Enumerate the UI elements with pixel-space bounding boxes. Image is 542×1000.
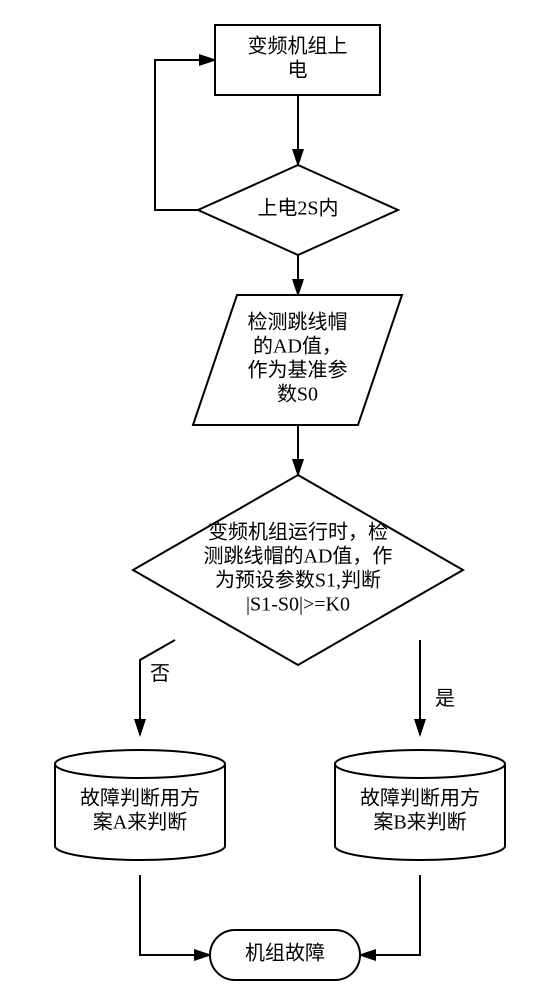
svg-text:案B来判断: 案B来判断	[373, 811, 466, 834]
svg-text:变频机组运行时，检: 变频机组运行时，检	[208, 521, 388, 544]
svg-text:故障判断用方: 故障判断用方	[360, 787, 480, 810]
node-cylA: 故障判断用方案A来判断	[55, 750, 225, 860]
node-start: 变频机组上电	[215, 25, 380, 95]
svg-text:上电2S内: 上电2S内	[257, 197, 338, 220]
svg-text:案A来判断: 案A来判断	[93, 811, 187, 834]
edge-7	[140, 875, 210, 955]
svg-text:的AD值，: 的AD值，	[253, 335, 342, 358]
node-io: 检测跳线帽的AD值，作为基准参数S0	[193, 295, 402, 425]
node-dec1: 上电2S内	[198, 165, 398, 255]
edge-6	[360, 875, 420, 955]
svg-text:机组故障: 机组故障	[245, 942, 325, 965]
svg-text:变频机组上: 变频机组上	[248, 35, 348, 58]
node-end: 机组故障	[210, 930, 360, 980]
edge-4: 否	[140, 640, 175, 735]
svg-text:数S0: 数S0	[277, 383, 318, 406]
svg-text:|S1-S0|>=K0: |S1-S0|>=K0	[246, 594, 350, 616]
edge-5: 是	[420, 640, 455, 735]
node-cylB: 故障判断用方案B来判断	[335, 750, 505, 860]
svg-text:否: 否	[150, 663, 170, 685]
node-dec2: 变频机组运行时，检测跳线帽的AD值，作为预设参数S1,判断|S1-S0|>=K0	[133, 475, 463, 665]
edge-1	[155, 60, 215, 210]
svg-text:是: 是	[435, 688, 455, 710]
svg-text:测跳线帽的AD值，作: 测跳线帽的AD值，作	[204, 545, 393, 568]
svg-text:电: 电	[288, 59, 308, 82]
svg-text:为预设参数S1,判断: 为预设参数S1,判断	[215, 569, 381, 592]
svg-text:检测跳线帽: 检测跳线帽	[248, 311, 348, 334]
svg-text:作为基准参: 作为基准参	[248, 359, 348, 382]
svg-text:故障判断用方: 故障判断用方	[80, 787, 200, 810]
